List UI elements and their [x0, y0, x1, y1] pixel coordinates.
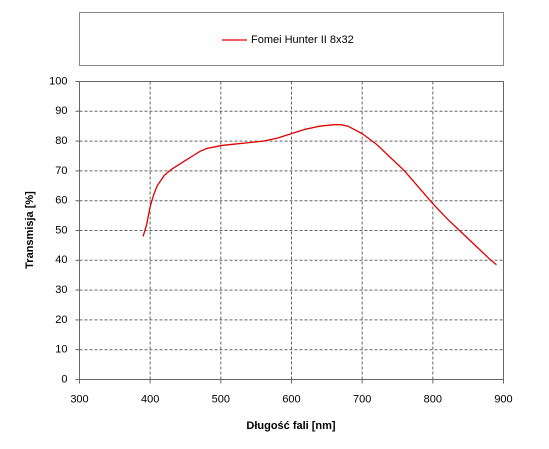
y-axis-title: Transmisja [%]: [24, 191, 36, 269]
y-tick-label: 50: [55, 224, 67, 236]
x-tick-label: 500: [212, 393, 230, 405]
y-tick-label: 80: [55, 135, 67, 147]
line: [142, 124, 497, 266]
y-tick-label: 70: [55, 165, 67, 177]
x-tick-label: 900: [494, 393, 512, 405]
y-tick-label: 20: [55, 314, 67, 326]
y-tick-label: 100: [49, 75, 67, 87]
x-axis-title: Długość fali [nm]: [246, 420, 336, 432]
y-tick-label: 40: [55, 254, 67, 266]
y-tick-label: 60: [55, 195, 67, 207]
plot-border: [79, 81, 504, 380]
y-tick-label: 30: [55, 284, 67, 296]
y-tick-label: 0: [61, 373, 67, 385]
x-tick-label: 800: [424, 393, 442, 405]
x-tick-label: 400: [141, 393, 159, 405]
x-tick-label: 700: [353, 393, 371, 405]
legend-box: [79, 12, 504, 66]
x-tick-label: 600: [282, 393, 300, 405]
y-tick-label: 10: [55, 344, 67, 356]
legend-label: Fomei Hunter II 8x32: [251, 34, 354, 46]
x-tick-label: 300: [70, 393, 88, 405]
y-tick-label: 90: [55, 105, 67, 117]
